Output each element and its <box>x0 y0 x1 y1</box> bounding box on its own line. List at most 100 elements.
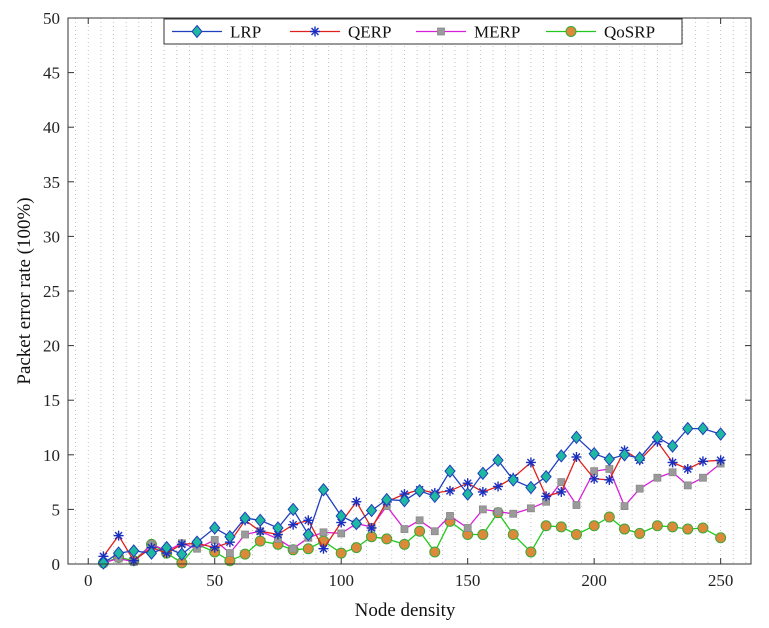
data-point-qerp <box>351 496 362 507</box>
data-point-lrp <box>444 464 456 478</box>
legend-marker <box>437 27 445 36</box>
data-point-lrp <box>239 511 251 525</box>
y-tick-label: 10 <box>43 446 60 465</box>
data-point-merp <box>653 473 662 482</box>
legend-item-lrp: LRP <box>172 23 261 42</box>
data-point-lrp <box>224 529 236 544</box>
series-line-qerp <box>102 440 721 562</box>
vertical-grid <box>75 18 747 564</box>
data-point-merp <box>590 467 599 476</box>
data-point-qosrp <box>254 535 266 547</box>
data-point-qosrp <box>429 546 441 558</box>
series-lrp <box>97 421 727 570</box>
legend-item-qosrp: QoSRP <box>546 23 655 42</box>
data-point-lrp <box>429 489 441 504</box>
data-point-lrp <box>651 430 664 445</box>
data-point-lrp <box>209 521 221 535</box>
y-tick-label: 15 <box>43 391 60 410</box>
x-tick-label: 250 <box>708 571 734 590</box>
y-axis-title: Packet error rate (100%) <box>14 197 35 384</box>
data-point-qosrp <box>588 520 600 532</box>
data-point-qosrp <box>335 547 347 559</box>
legend: LRP QERP MERP QoSRP <box>163 18 683 45</box>
y-tick-label: 25 <box>43 282 60 301</box>
legend-item-merp: MERP <box>416 23 520 42</box>
data-point-lrp <box>666 439 679 453</box>
y-tick-label: 50 <box>43 9 60 28</box>
data-point-qosrp <box>477 529 489 541</box>
data-point-qosrp <box>651 520 663 532</box>
y-tick-label: 45 <box>43 64 60 83</box>
data-point-merp <box>319 528 328 537</box>
x-tick-label: 200 <box>581 571 607 590</box>
y-axis-ticks: 0 5 10 15 20 25 30 35 40 45 50 <box>43 9 751 574</box>
data-point-lrp <box>714 427 727 441</box>
x-axis-title: Node density <box>355 600 456 621</box>
legend-marker <box>565 26 577 37</box>
data-point-lrp <box>365 503 378 518</box>
data-point-lrp <box>128 544 140 558</box>
data-point-qerp <box>604 474 615 485</box>
data-point-lrp <box>381 492 393 507</box>
data-point-merp <box>635 484 644 493</box>
data-point-qerp <box>697 456 708 467</box>
data-point-lrp <box>287 502 299 517</box>
data-point-qosrp <box>525 546 537 558</box>
data-point-lrp <box>335 509 347 523</box>
legend-label: LRP <box>230 23 261 42</box>
data-point-lrp <box>525 480 537 495</box>
x-tick-label: 50 <box>206 571 223 590</box>
data-point-lrp <box>555 449 567 463</box>
data-point-lrp <box>302 527 314 542</box>
data-point-lrp <box>697 421 709 436</box>
plot-frame <box>67 17 752 565</box>
y-tick-label: 0 <box>52 555 61 574</box>
data-point-merp <box>668 468 677 477</box>
data-point-lrp <box>145 546 158 560</box>
data-point-qosrp <box>619 523 631 535</box>
data-point-qerp <box>113 530 124 541</box>
data-point-qerp <box>589 473 600 484</box>
data-point-merp <box>509 509 518 518</box>
data-point-qosrp <box>239 548 251 560</box>
data-point-qerp <box>444 485 455 496</box>
data-point-qosrp <box>350 542 362 554</box>
data-point-qosrp <box>667 521 679 533</box>
data-point-qosrp <box>366 531 378 543</box>
y-tick-label: 35 <box>43 173 60 192</box>
y-tick-label: 40 <box>43 118 60 137</box>
data-point-merp <box>337 529 346 538</box>
data-point-lrp <box>317 482 330 497</box>
data-point-qerp <box>571 451 582 462</box>
data-point-merp <box>241 530 249 539</box>
data-point-qerp <box>667 457 678 468</box>
y-tick-label: 5 <box>52 500 61 519</box>
data-point-qerp <box>493 481 504 492</box>
data-point-lrp <box>161 540 173 555</box>
legend-marker <box>191 24 203 39</box>
data-point-merp <box>210 536 219 544</box>
data-point-merp <box>478 505 487 514</box>
data-point-merp <box>494 507 502 516</box>
data-point-merp <box>683 481 692 490</box>
data-point-qerp <box>715 455 726 466</box>
data-point-lrp <box>634 451 646 465</box>
data-point-lrp <box>176 547 188 561</box>
data-point-lrp <box>413 484 426 498</box>
legend-item-qerp: QERP <box>290 23 391 42</box>
data-point-merp <box>430 527 439 536</box>
data-point-lrp <box>588 446 600 461</box>
data-point-merp <box>557 478 566 487</box>
data-point-qosrp <box>634 527 646 539</box>
data-point-qerp <box>477 486 488 497</box>
data-point-qerp <box>682 463 693 474</box>
data-point-lrp <box>540 469 552 484</box>
data-point-lrp <box>477 466 489 481</box>
y-tick-label: 30 <box>43 227 60 246</box>
data-point-merp <box>620 502 629 511</box>
data-point-merp <box>527 504 535 513</box>
data-point-qerp <box>255 526 266 537</box>
data-point-merp <box>400 525 409 533</box>
data-point-qosrp <box>507 529 519 541</box>
